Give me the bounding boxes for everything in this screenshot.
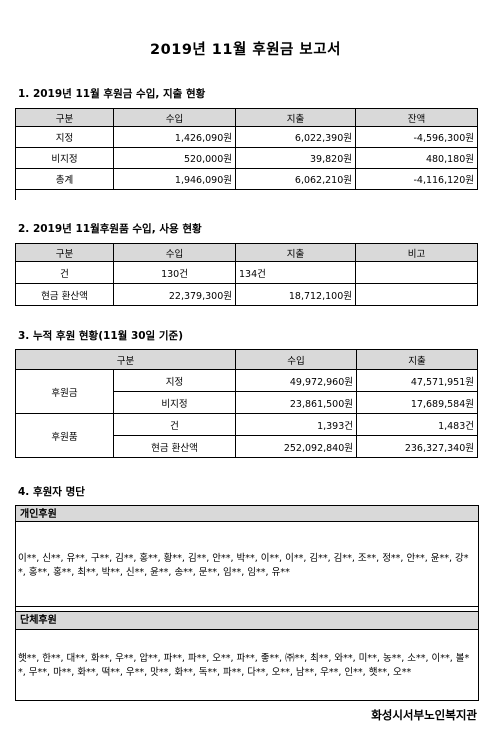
column-header: 수입: [235, 349, 358, 370]
group-label: 후원품: [15, 413, 114, 458]
table-header-row: 구분 수입 지출: [14, 349, 479, 370]
spacer-row: [15, 189, 478, 200]
section3-heading: 3. 누적 후원 현황(11월 30일 기준): [18, 330, 183, 342]
income-cell: 1,393건: [235, 413, 358, 436]
column-header: 수입: [113, 243, 236, 262]
table-row: 총계 1,946,090원 6,062,210원 -4,116,120원: [15, 168, 478, 190]
column-header: 구분: [15, 108, 114, 127]
column-header: 지출: [235, 243, 356, 262]
group-donors-list: 햇**, 한**, 대**, 화**, 우**, 압**, 파**, 파**, …: [18, 653, 470, 678]
individual-donors-label: 개인후원: [16, 506, 478, 522]
table-row: 비지정 23,861,500원 17,689,584원: [16, 391, 479, 414]
table-row: 후원품 건 1,393건 1,483건: [15, 413, 479, 458]
column-header: 지출: [235, 108, 356, 127]
row-label: 비지정: [112, 391, 237, 414]
row-label: 건: [15, 261, 114, 284]
column-header: 구분: [14, 349, 237, 370]
table-row: 후원금 지정 49,972,960원 47,571,951원: [15, 369, 479, 414]
donated-goods-table: 구분 수입 지출 비고 건 130건 134건 현금 환산액 22,379,30…: [15, 243, 478, 306]
spacer: [16, 605, 478, 612]
table-row: 지정 1,426,090원 6,022,390원 -4,596,300원: [15, 126, 478, 148]
table-row: 건 130건 134건: [15, 261, 478, 284]
balance-cell: 480,180원: [355, 147, 478, 169]
row-label: 지정: [112, 369, 237, 392]
table-row: 현금 환산액 22,379,300원 18,712,100원: [15, 283, 478, 306]
row-label: 비지정: [15, 147, 114, 169]
table-header-row: 구분 수입 지출 비고: [15, 243, 478, 262]
expense-cell: 18,712,100원: [235, 283, 356, 306]
individual-donors-box: 개인후원 이**, 신**, 유**, 구**, 김**, 홍**, 황**, …: [15, 505, 479, 607]
column-header: 수입: [113, 108, 236, 127]
note-cell: [355, 283, 478, 306]
expense-cell: 6,022,390원: [235, 126, 356, 148]
expense-cell: 236,327,340원: [356, 435, 479, 458]
table-header-row: 구분 수입 지출 잔액: [15, 108, 478, 127]
table-row: 현금 환산액 252,092,840원 236,327,340원: [16, 435, 479, 458]
row-label: 총계: [15, 168, 114, 190]
organization-name: 화성시서부노인복지관: [371, 708, 477, 722]
balance-cell: -4,596,300원: [355, 126, 478, 148]
income-cell: 520,000원: [113, 147, 236, 169]
note-cell: [355, 261, 478, 284]
section4-heading: 4. 후원자 명단: [18, 486, 85, 498]
expense-cell: 134건: [235, 261, 356, 284]
expense-cell: 6,062,210원: [235, 168, 356, 190]
row-label: 지정: [15, 126, 114, 148]
row-label: 현금 환산액: [15, 283, 114, 306]
income-cell: 1,426,090원: [113, 126, 236, 148]
income-cell: 22,379,300원: [113, 283, 236, 306]
expense-cell: 39,820원: [235, 147, 356, 169]
table-row: 비지정 520,000원 39,820원 480,180원: [15, 147, 478, 169]
group-label: 후원금: [15, 369, 114, 414]
income-cell: 252,092,840원: [235, 435, 358, 458]
income-expense-table: 구분 수입 지출 잔액 지정 1,426,090원 6,022,390원 -4,…: [15, 108, 478, 200]
income-cell: 49,972,960원: [235, 369, 358, 392]
expense-cell: 1,483건: [356, 413, 479, 436]
balance-cell: -4,116,120원: [355, 168, 478, 190]
expense-cell: 17,689,584원: [356, 391, 479, 414]
column-header: 비고: [355, 243, 478, 262]
column-header: 지출: [356, 349, 479, 370]
section1-heading: 1. 2019년 11월 후원금 수입, 지출 현황: [18, 88, 206, 100]
column-header: 잔액: [355, 108, 478, 127]
row-label: 건: [112, 413, 237, 436]
section2-heading: 2. 2019년 11월후원품 수입, 사용 현황: [18, 223, 202, 235]
expense-cell: 47,571,951원: [356, 369, 479, 392]
group-donors-label: 단체후원: [16, 612, 478, 630]
income-cell: 130건: [113, 261, 236, 284]
row-label: 현금 환산액: [112, 435, 237, 458]
report-title: 2019년 11월 후원금 보고서: [150, 42, 341, 58]
group-donors-box: 단체후원 햇**, 한**, 대**, 화**, 우**, 압**, 파**, …: [15, 605, 479, 701]
cumulative-table: 구분 수입 지출 후원금 지정 49,972,960원 47,571,951원 …: [14, 349, 479, 458]
column-header: 구분: [15, 243, 114, 262]
income-cell: 1,946,090원: [113, 168, 236, 190]
income-cell: 23,861,500원: [235, 391, 358, 414]
individual-donors-list: 이**, 신**, 유**, 구**, 김**, 홍**, 황**, 김**, …: [18, 553, 469, 578]
